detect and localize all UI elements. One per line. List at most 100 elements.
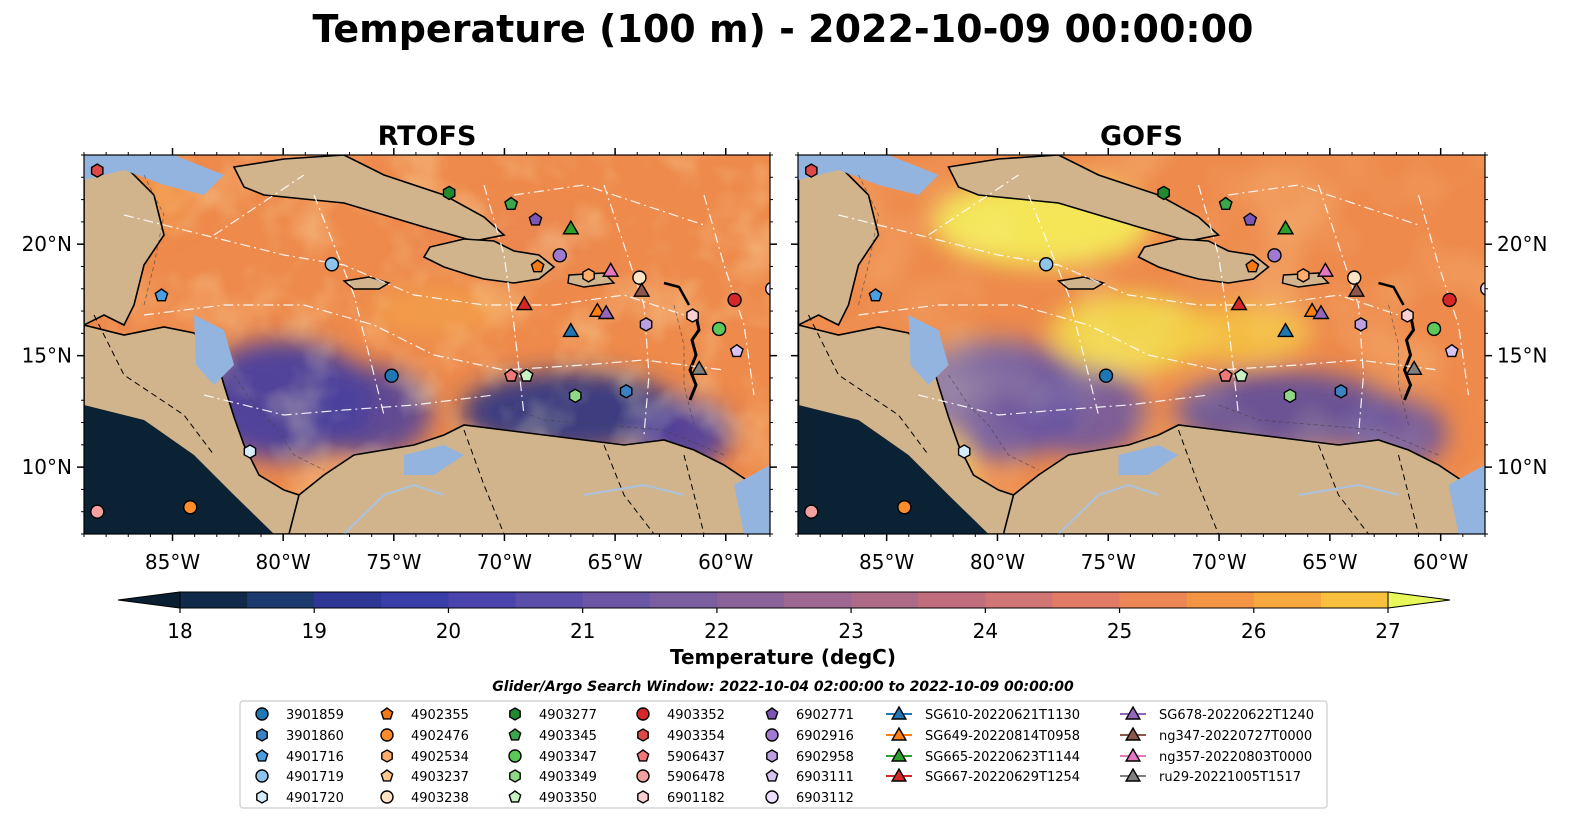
argo-float-4902476 <box>183 500 198 515</box>
legend-label: 4902534 <box>411 750 469 765</box>
colorbar-tick-label: 19 <box>301 619 326 643</box>
legend: 3901859 3901860 4901716 4901719 4901720 49023… <box>239 700 1328 809</box>
legend-label: 3901860 <box>286 729 344 744</box>
colorbar-segment <box>851 592 919 608</box>
legend-label: 4903352 <box>667 708 725 723</box>
legend-item: 5906437 <box>636 749 725 765</box>
colorbar-tick-label: 18 <box>167 619 192 643</box>
map-body <box>798 155 1485 534</box>
lon-tick-label: 60°W <box>698 550 753 574</box>
colorbar-max-extend <box>1387 591 1451 609</box>
legend-marker-3901859 <box>255 707 269 721</box>
argo-float-4902534 <box>1296 268 1310 283</box>
lon-tick-label: 70°W <box>1191 550 1246 574</box>
legend-marker-6901182 <box>637 790 649 804</box>
legend-label: 5906478 <box>667 770 725 785</box>
legend-label: 4903238 <box>411 791 469 806</box>
legend-label: 6903112 <box>796 791 854 806</box>
legend-item: 6901182 <box>637 790 725 806</box>
legend-label: 6902916 <box>796 729 854 744</box>
argo-float-4901719 <box>324 257 340 272</box>
colorbar-segment <box>1253 592 1322 608</box>
legend-label: SG610-20220621T1130 <box>925 708 1080 723</box>
argo-float-4903354 <box>805 163 818 178</box>
legend-item: 5906478 <box>636 769 725 785</box>
colorbar-tick-label: 23 <box>838 619 863 643</box>
colorbar-segment <box>247 592 315 608</box>
legend-marker-ng357-20220803T0000 <box>1124 747 1142 762</box>
colorbar-segment <box>314 592 382 608</box>
lon-tick-label: 85°W <box>145 550 200 574</box>
glider-SG610-20220621T1130 <box>562 322 580 338</box>
colorbar-segment <box>1119 592 1188 608</box>
colorbar-segments <box>117 591 1451 609</box>
argo-float-6902916 <box>552 248 567 263</box>
argo-float-4902476 <box>897 500 912 515</box>
legend-item: 4903347 <box>508 749 597 765</box>
figure-title: Temperature (100 m) - 2022-10-09 00:00:0… <box>312 7 1253 51</box>
legend-item: SG610-20220621T1130 <box>886 705 1080 723</box>
legend-item: 4903238 <box>380 790 469 806</box>
colorbar-tick-label: 22 <box>704 619 729 643</box>
legend-marker-4903237 <box>380 769 394 782</box>
legend-item: 4902534 <box>381 749 469 765</box>
legend-item: 6902916 <box>765 728 854 744</box>
legend-item: ru29-20221005T1517 <box>1120 767 1301 785</box>
legend-item: SG678-20220622T1240 <box>1120 705 1314 723</box>
colorbar-segment <box>985 592 1053 608</box>
legend-marker-4903277 <box>509 707 521 721</box>
legend-label: 4903237 <box>411 770 469 785</box>
axes: 85°W 80°W 75°W 70°W 65°W 60°W 10°N 15°N 20°N <box>22 148 777 574</box>
glider-SG667-20220629T1254 <box>1230 295 1248 311</box>
argo-float-4903354 <box>90 163 104 178</box>
legend-label: SG667-20220629T1254 <box>925 770 1080 785</box>
legend-label: 4903347 <box>539 750 597 765</box>
legend-item: 3901860 <box>256 728 344 744</box>
legend-label: 6902771 <box>796 708 854 723</box>
legend-marker-4903350 <box>508 790 522 803</box>
argo-float-6901182 <box>686 308 699 323</box>
legend-marker-6902958 <box>766 749 778 763</box>
argo-float-3901860 <box>1334 383 1348 399</box>
legend-item: SG667-20220629T1254 <box>886 767 1080 785</box>
observation-markers <box>90 163 770 519</box>
lat-tick-label: 15°N <box>1497 344 1547 368</box>
colorbar-segment <box>716 592 785 608</box>
argo-float-4903349 <box>568 388 582 404</box>
colorbar-tick-label: 26 <box>1241 619 1266 643</box>
legend-item: 3901859 <box>255 707 344 723</box>
colorbar-tick-label: 21 <box>570 619 595 643</box>
legend-marker-4901719 <box>255 769 269 783</box>
lat-tick-label: 20°N <box>22 232 72 256</box>
colorbar-label: Temperature (degC) <box>670 645 896 669</box>
glider-ng357-20220803T0000 <box>1316 261 1335 277</box>
legend-marker-4903354 <box>637 728 649 742</box>
legend-label: 4902355 <box>411 708 469 723</box>
legend-label: 4903354 <box>667 729 725 744</box>
argo-float-6902958 <box>1354 317 1368 332</box>
argo-float-6902916 <box>1267 248 1282 263</box>
lat-tick-label: 15°N <box>22 344 72 368</box>
glider-ru29-20221005T1517 <box>1405 360 1423 375</box>
argo-float-4903238 <box>1347 270 1362 285</box>
panel-title: GOFS <box>1100 121 1183 152</box>
legend-marker-4902534 <box>381 749 393 763</box>
argo-float-4903277 <box>1157 185 1171 201</box>
map-panels: RTOFS 85°W 80°W 75°W 70°W 65°W 60°W 10°N 15°N 20°… <box>22 121 1548 574</box>
colorbar-segment <box>1320 592 1389 608</box>
panel-title: RTOFS <box>378 121 477 152</box>
legend-marker-4903345 <box>508 728 522 741</box>
colorbar-segment <box>515 592 584 608</box>
glider-SG649-20220814T0958 <box>1303 302 1321 317</box>
lon-tick-label: 80°W <box>256 550 311 574</box>
legend-label: 5906437 <box>667 750 725 765</box>
argo-float-4901716 <box>154 288 169 302</box>
legend-item: 4901720 <box>256 790 344 806</box>
legend-label: 3901859 <box>286 708 344 723</box>
glider-ru29-20221005T1517 <box>690 360 708 375</box>
lat-tick-label: 20°N <box>1497 232 1547 256</box>
legend-item: 4903237 <box>380 769 469 785</box>
legend-label: ng357-20220803T0000 <box>1159 750 1312 765</box>
legend-marker-4902476 <box>380 728 394 742</box>
glider-SG678-20220622T1240 <box>597 304 615 320</box>
